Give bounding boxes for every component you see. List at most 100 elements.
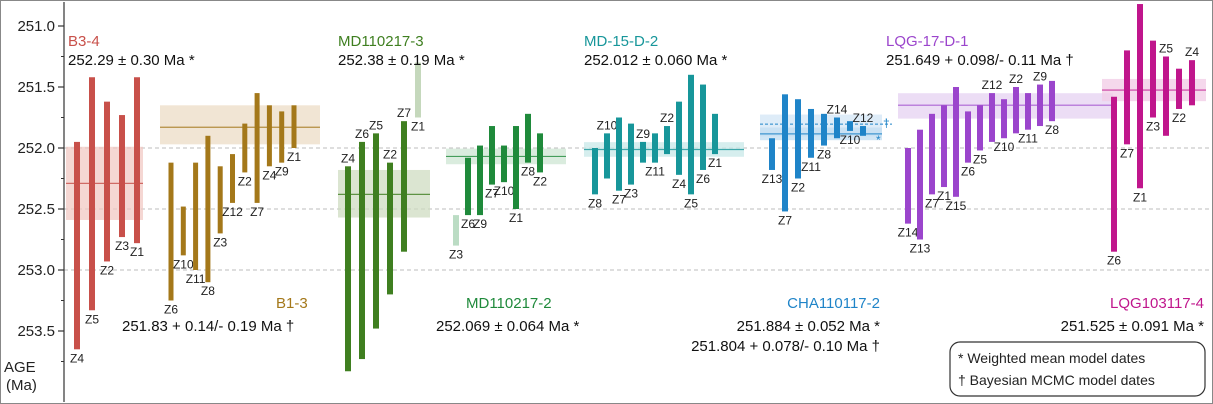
age-bar	[917, 129, 923, 240]
age-bar	[953, 87, 959, 197]
sample-date: 251.83 + 0.14/- 0.19 Ma †	[122, 318, 294, 335]
grain-label: Z11	[801, 160, 821, 174]
age-bar	[230, 154, 235, 203]
y-axis-label: AGE	[4, 359, 36, 376]
y-axis-unit: (Ma)	[6, 377, 37, 394]
grain-label: Z6	[461, 217, 475, 231]
sample-date: 252.38 ± 0.19 Ma *	[338, 52, 465, 69]
sample-date: 252.29 ± 0.30 Ma *	[68, 52, 195, 69]
age-bar	[89, 77, 95, 311]
grain-label: Z13	[762, 172, 783, 186]
sample-date-bayesian: 251.804 + 0.078/- 0.10 Ma †	[691, 338, 880, 355]
y-tick-label: 251.5	[17, 79, 55, 96]
grain-label: Z5	[684, 196, 698, 210]
age-bar	[592, 148, 598, 195]
age-bar	[1137, 4, 1143, 189]
age-bar	[180, 206, 186, 256]
legend-box	[949, 341, 1206, 397]
grain-label: Z5	[85, 312, 99, 326]
grain-label: Z1	[937, 189, 951, 203]
sample-name: MD-15-D-2	[584, 33, 658, 50]
age-bar	[266, 105, 272, 167]
grain-label: Z2	[533, 174, 547, 188]
grain-label: Z1	[708, 156, 722, 170]
age-bar	[465, 157, 471, 216]
grain-label: Z10	[173, 257, 194, 271]
age-bar	[847, 121, 853, 131]
y-tick-label: 252.5	[17, 201, 55, 218]
grain-label: Z3	[449, 248, 463, 262]
grain-label: Z1	[509, 211, 523, 225]
sample-date: 252.069 ± 0.064 Ma *	[436, 318, 579, 335]
grain-label: Z4	[1185, 45, 1199, 59]
grain-label: Z3	[213, 235, 227, 249]
y-tick-label: 253.5	[17, 323, 55, 340]
age-bar	[415, 62, 421, 118]
grain-label: Z3	[115, 239, 129, 253]
age-bar	[640, 141, 646, 163]
grain-label: Z5	[1159, 42, 1173, 56]
age-bar	[279, 111, 285, 163]
mean-band	[338, 169, 430, 218]
age-bar	[193, 162, 199, 270]
grain-label: Z5	[973, 152, 987, 166]
age-bar	[453, 215, 459, 246]
sample-name: LQG103117-4	[1110, 295, 1204, 312]
grain-label: Z14	[898, 226, 919, 240]
age-bar	[1049, 80, 1055, 122]
grain-label: Z9	[275, 165, 289, 179]
dagger-marker: †	[883, 116, 890, 130]
age-bar	[513, 126, 519, 209]
age-bar	[1189, 60, 1195, 106]
sample-name: B3-4	[68, 33, 100, 50]
age-bar	[652, 133, 658, 163]
sample-date: 251.525 ± 0.091 Ma *	[1061, 318, 1204, 335]
grain-label: Z2	[660, 111, 674, 125]
grain-label: Z2	[791, 181, 805, 195]
age-bar	[1111, 96, 1117, 252]
age-bar	[616, 117, 622, 191]
grain-label: Z4	[341, 151, 355, 165]
grain-label: Z4	[70, 351, 84, 365]
grain-label: Z3	[624, 187, 638, 201]
sample-name: MD110217-3	[338, 33, 424, 50]
age-bar	[712, 113, 718, 155]
age-bar	[217, 166, 223, 234]
age-bar	[628, 123, 634, 185]
age-bar	[477, 145, 483, 216]
grain-label: Z5	[369, 118, 383, 132]
age-bar	[134, 77, 140, 244]
age-bar	[1025, 93, 1031, 130]
grain-label: Z15	[946, 199, 967, 213]
age-bar	[1037, 84, 1043, 127]
grain-label: Z9	[473, 217, 487, 231]
grain-label: Z7	[925, 196, 939, 210]
age-bar	[537, 133, 543, 173]
y-tick-label: 253.0	[17, 262, 55, 279]
sample-date: 251.884 ± 0.052 Ma *	[737, 318, 880, 335]
grain-label: Z8	[1045, 123, 1059, 137]
age-bar	[205, 135, 211, 283]
legend: * Weighted mean model dates † Bayesian MC…	[949, 341, 1206, 397]
age-bar	[676, 101, 682, 175]
grain-label: Z2	[100, 263, 114, 277]
age-bar	[929, 113, 935, 195]
grain-label: Z9	[1033, 70, 1047, 84]
age-bar	[373, 133, 379, 329]
age-bar	[1013, 87, 1019, 134]
age-bar	[242, 123, 248, 173]
asterisk-marker: *	[876, 133, 881, 147]
age-bar	[168, 162, 174, 301]
age-bar	[664, 126, 670, 155]
age-bar	[941, 105, 947, 188]
grain-label: Z2	[1172, 111, 1186, 125]
age-bar	[1176, 68, 1182, 109]
age-bar	[834, 117, 840, 139]
y-tick-label: 252.0	[17, 140, 55, 157]
grain-label: Z2	[1009, 72, 1023, 86]
y-tick-label: 251.0	[17, 18, 55, 35]
